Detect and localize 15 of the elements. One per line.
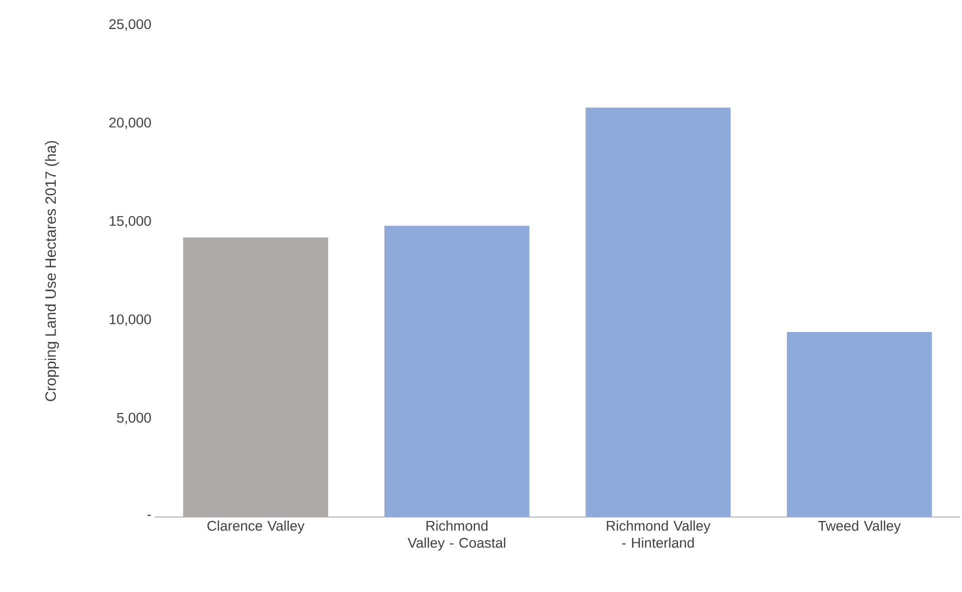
y-tick-label: 25,000 xyxy=(109,19,151,31)
bar xyxy=(183,238,328,517)
y-tick-label: 5,000 xyxy=(117,412,151,424)
y-tick-label: - xyxy=(147,514,151,516)
bar xyxy=(586,108,731,517)
x-tick-label: Richmond Valley - Hinterland xyxy=(606,520,710,548)
y-tick-label: 10,000 xyxy=(110,314,151,326)
y-axis-title: Cropping Land Use Hectares 2017 (ha) xyxy=(44,141,59,402)
bar xyxy=(384,226,530,517)
bar xyxy=(786,332,932,517)
y-tick-label: 20,000 xyxy=(109,118,151,130)
x-tick-label: Tweed Valley xyxy=(818,520,901,534)
y-tick-label: 15,000 xyxy=(110,216,151,228)
x-tick-label: Clarence Valley xyxy=(207,520,304,534)
x-tick-label: Richmond Valley - Coastal xyxy=(408,520,506,551)
